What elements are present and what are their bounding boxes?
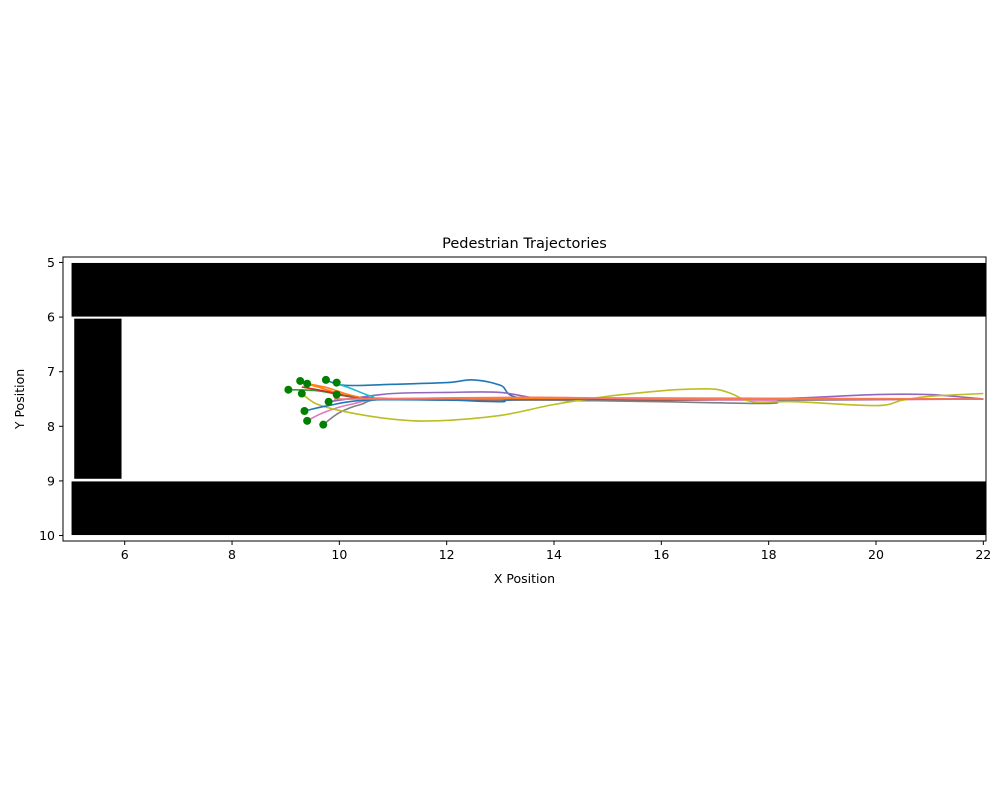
y-tick-label: 5 — [47, 255, 55, 270]
obstacle-bottom-wall — [70, 480, 986, 537]
start-marker-9 — [300, 407, 309, 416]
x-axis-label: X Position — [494, 571, 555, 586]
start-marker-2 — [321, 375, 330, 384]
trajectory-line-2 — [301, 381, 984, 400]
y-tick-label: 10 — [39, 528, 55, 543]
start-marker-8 — [332, 390, 341, 399]
start-marker-4 — [284, 385, 293, 394]
trajectory-line-9 — [301, 387, 984, 422]
y-tick-label: 7 — [47, 364, 55, 379]
trajectory-line-13 — [333, 396, 984, 400]
trajectory-line-12 — [307, 382, 984, 400]
start-marker-11 — [319, 420, 328, 429]
x-tick-label: 18 — [761, 547, 777, 562]
obstacle-top-wall — [70, 261, 986, 318]
trajectory-line-8 — [322, 398, 984, 426]
x-tick-label: 6 — [121, 547, 129, 562]
y-axis-ticks: 5 6 7 8 9 10 — [39, 255, 63, 543]
y-tick-label: 8 — [47, 419, 55, 434]
y-tick-label: 9 — [47, 473, 55, 488]
series-layer — [288, 379, 984, 426]
x-axis-ticks: 6 8 10 12 14 16 18 20 22 — [121, 541, 991, 562]
trajectory-line-1 — [325, 379, 984, 401]
start-marker-7 — [324, 397, 333, 406]
chart-title: Pedestrian Trajectories — [442, 236, 607, 252]
start-marker-1 — [296, 376, 305, 385]
x-tick-label: 20 — [868, 547, 884, 562]
start-marker-3 — [332, 378, 341, 387]
y-tick-label: 6 — [47, 310, 55, 325]
x-tick-label: 8 — [228, 547, 236, 562]
x-tick-label: 14 — [546, 547, 562, 562]
obstacles-layer — [70, 261, 986, 537]
start-marker-5 — [297, 389, 306, 398]
x-tick-label: 12 — [439, 547, 455, 562]
start-markers-layer — [284, 375, 341, 429]
x-tick-label: 22 — [975, 547, 991, 562]
obstacle-left-block — [73, 317, 123, 480]
start-marker-10 — [303, 416, 312, 425]
start-marker-6 — [303, 379, 312, 388]
x-tick-label: 10 — [331, 547, 347, 562]
x-tick-label: 16 — [653, 547, 669, 562]
axes-frame — [62, 256, 987, 542]
y-axis-label: Y Position — [12, 369, 27, 430]
